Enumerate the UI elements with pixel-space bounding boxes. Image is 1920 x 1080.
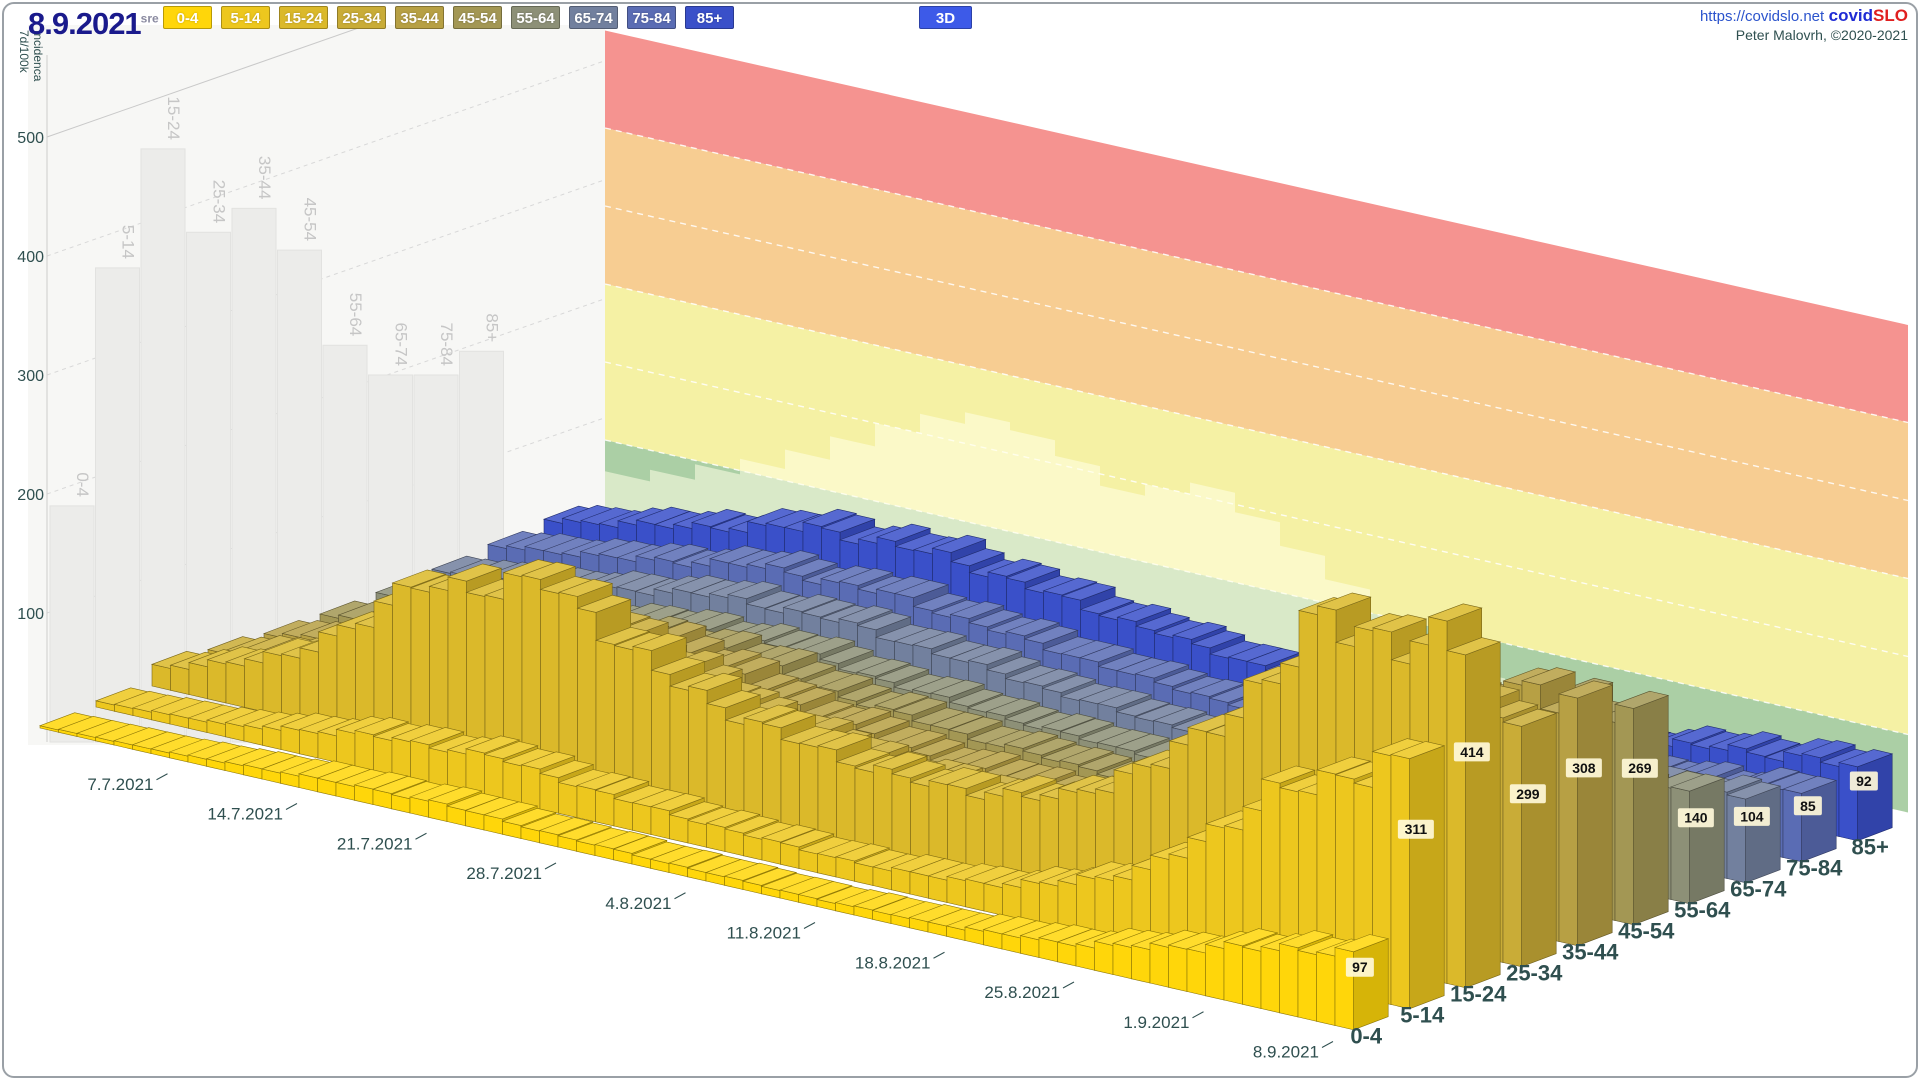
svg-text:400: 400 [17, 249, 44, 266]
svg-text:45-54: 45-54 [301, 198, 320, 241]
svg-text:1.9.2021: 1.9.2021 [1123, 1013, 1189, 1032]
svg-text:311: 311 [1405, 821, 1428, 837]
svg-text:85+: 85+ [483, 313, 502, 342]
age-filter-5-14[interactable]: 5-14 [221, 6, 270, 29]
svg-text:65-74: 65-74 [1730, 877, 1787, 902]
age-group-filter-bar: 0-4 5-14 15-24 25-34 35-44 45-54 55-64 65-74 75-… [163, 6, 734, 29]
svg-text:7.7.2021: 7.7.2021 [87, 775, 153, 794]
svg-text:5-14: 5-14 [119, 225, 138, 259]
age-filter-15-24[interactable]: 15-24 [279, 6, 328, 29]
svg-text:18.8.2021: 18.8.2021 [855, 953, 931, 972]
svg-text:25-34: 25-34 [1506, 961, 1563, 986]
age-filter-85+[interactable]: 85+ [685, 6, 734, 29]
svg-text:7d/100k: 7d/100k [17, 30, 31, 74]
svg-text:8.9.2021: 8.9.2021 [1253, 1043, 1319, 1062]
branding-block: https://covidslo.net covidSLO Peter Malo… [1700, 6, 1908, 45]
svg-text:15-24: 15-24 [1450, 982, 1507, 1007]
svg-text:5-14: 5-14 [1400, 1003, 1445, 1028]
svg-text:75-84: 75-84 [437, 323, 456, 366]
svg-text:300: 300 [17, 368, 44, 385]
current-date: 8.9.2021sre [28, 6, 159, 41]
age-filter-65-74[interactable]: 65-74 [569, 6, 618, 29]
svg-text:75-84: 75-84 [1786, 856, 1843, 881]
svg-text:85: 85 [1800, 798, 1816, 814]
svg-text:299: 299 [1516, 786, 1540, 802]
svg-text:15-24: 15-24 [164, 96, 183, 139]
svg-text:14.7.2021: 14.7.2021 [207, 805, 283, 824]
svg-text:0-4: 0-4 [1350, 1024, 1383, 1049]
svg-text:100: 100 [17, 606, 44, 623]
age-filter-75-84[interactable]: 75-84 [627, 6, 676, 29]
svg-text:140: 140 [1684, 810, 1708, 826]
age-filter-35-44[interactable]: 35-44 [395, 6, 444, 29]
svg-text:500: 500 [17, 130, 44, 147]
svg-text:21.7.2021: 21.7.2021 [337, 834, 413, 853]
svg-text:92: 92 [1856, 773, 1872, 789]
svg-text:25-34: 25-34 [210, 180, 229, 223]
site-logo: covidSLO [1828, 6, 1908, 25]
svg-text:200: 200 [17, 487, 44, 504]
mode-3d-button[interactable]: 3D [919, 6, 972, 29]
svg-text:0-4: 0-4 [73, 472, 92, 497]
site-link[interactable]: https://covidslo.net [1699, 8, 1825, 25]
svg-text:25.8.2021: 25.8.2021 [984, 983, 1060, 1002]
svg-text:308: 308 [1572, 760, 1596, 776]
svg-text:97: 97 [1352, 959, 1368, 975]
svg-text:35-44: 35-44 [255, 156, 274, 199]
svg-text:65-74: 65-74 [392, 323, 411, 366]
svg-text:45-54: 45-54 [1618, 919, 1675, 944]
svg-text:Incidenca: Incidenca [31, 30, 45, 82]
svg-text:35-44: 35-44 [1562, 940, 1619, 965]
svg-text:55-64: 55-64 [346, 293, 365, 336]
age-filter-55-64[interactable]: 55-64 [511, 6, 560, 29]
svg-text:4.8.2021: 4.8.2021 [605, 894, 671, 913]
age-filter-45-54[interactable]: 45-54 [453, 6, 502, 29]
svg-text:11.8.2021: 11.8.2021 [727, 924, 801, 943]
age-filter-0-4[interactable]: 0-4 [163, 6, 212, 29]
svg-text:104: 104 [1740, 808, 1764, 824]
svg-text:55-64: 55-64 [1674, 898, 1731, 923]
author-credit: Peter Malovrh, ©2020-2021 [1735, 27, 1908, 43]
svg-text:269: 269 [1628, 760, 1652, 776]
svg-text:414: 414 [1460, 744, 1484, 760]
age-filter-25-34[interactable]: 25-34 [337, 6, 386, 29]
svg-text:85+: 85+ [1852, 835, 1889, 860]
svg-text:28.7.2021: 28.7.2021 [466, 864, 542, 883]
weekday-label: sre [140, 11, 159, 26]
